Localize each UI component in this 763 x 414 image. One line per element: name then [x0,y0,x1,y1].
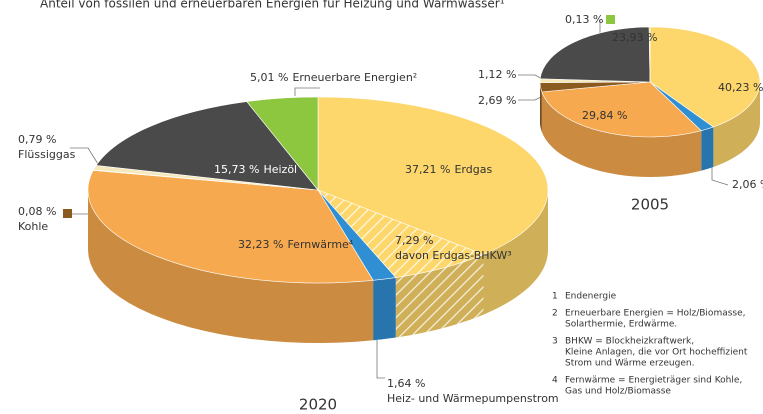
value-label: 5,01 % [250,71,288,84]
footnote-text: BHKW = Blockheizkraftwerk, [565,337,694,347]
value-label: 40,23 % [718,81,763,94]
value-label: 23,93 % [612,31,657,44]
slice-hatch [395,254,484,338]
value-label: 1,12 % [478,68,516,81]
value-label: 0,08 % [18,205,56,218]
slice-side [541,91,702,177]
value-label: 0,13 % [565,13,603,26]
slice-label: 5,01 % Erneuerbare Energien² [250,71,417,84]
slice-label: 32,23 % Fernwärme⁴ [238,238,354,251]
footnote-number: 1 [552,292,558,302]
slice-side [713,82,760,167]
value-label: 37,21 % [405,163,450,176]
category-label: Flüssiggas [18,148,76,161]
year-label: 2020 [299,396,337,414]
value-label: 32,23 % [238,238,283,251]
value-label: 29,84 % [582,109,627,122]
category-label: Erneuerbare Energien² [292,71,417,84]
slice-side [373,277,396,341]
legend-swatch [63,209,72,218]
slice [648,26,651,83]
footnote-number: 3 [552,337,558,347]
value-label: 7,29 % [395,234,433,247]
slice [87,170,374,284]
footnote-number: 2 [552,309,558,319]
chart-title: Anteil von fossilen und erneuerbaren Ene… [40,0,505,11]
footnote-text: Gas und Holz/Biomasse [565,387,671,397]
slice-label: 15,73 % Heizöl [214,163,297,176]
value-label: 0,79 % [18,133,56,146]
slice [541,81,702,138]
footnote-text: Solarthermie, Erdwärme. [565,320,677,330]
slice-label: 37,21 % Erdgas [405,163,492,176]
slice-side [701,126,714,171]
value-label: 2,06 % [732,178,763,191]
slice [539,26,651,83]
footnote-text: Erneuerbare Energien = Holz/Biomasse, [565,309,746,319]
category-label: Erdgas [454,163,492,176]
footnote-text: Strom und Wärme erzeugen. [565,359,694,369]
slice-hatch [318,190,484,278]
category-label: Heizöl [263,163,297,176]
slice-side [483,190,548,315]
slice [317,96,549,255]
footnote-number: 4 [552,376,558,386]
value-label: 1,64 % [387,377,425,390]
value-label: 2,69 % [478,94,516,107]
footnote-text: Kleine Anlagen, die vor Ort hocheffizien… [565,348,748,358]
slice-side [540,82,542,132]
footnote-text: Fernwärme = Energieträger sind Kohle, [565,376,742,386]
category-label: davon Erdgas-BHKW³ [395,249,512,262]
slice [95,101,319,191]
category-label: Fernwärme⁴ [287,238,353,251]
category-label: Kohle [18,220,48,233]
year-label: 2005 [631,196,669,214]
category-label: Heiz- und Wärmepumpenstrom [387,392,559,405]
slice-side [88,190,374,343]
legend-swatch [606,15,615,24]
slice [649,26,761,128]
value-label: 15,73 % [214,163,259,176]
footnote-text: Endenergie [565,292,617,302]
slice [246,96,319,191]
